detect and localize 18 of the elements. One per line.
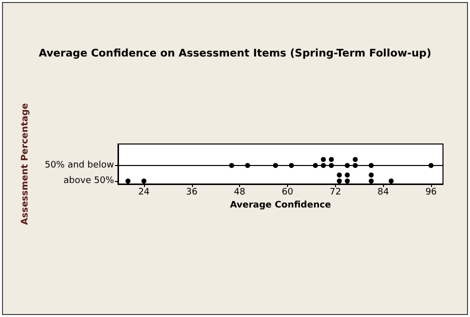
point: [336, 178, 342, 184]
x-tick-label: 24: [138, 188, 150, 198]
point: [368, 178, 374, 184]
x-tick-label: 48: [234, 188, 246, 198]
y-axis-title: Assessment Percentage: [20, 103, 30, 225]
chart-title: Average Confidence on Assessment Items (Spring-Term Follow-up): [38, 48, 432, 60]
y-tick-label: above 50%: [64, 176, 114, 186]
point: [125, 178, 130, 184]
x-tick-label: 36: [186, 188, 198, 198]
x-tick-label: 60: [282, 188, 294, 198]
point: [388, 178, 394, 184]
x-tick-label: 84: [377, 188, 390, 198]
point: [141, 178, 146, 184]
y-tick-label: 50% and below: [44, 160, 114, 170]
x-tick-label: 72: [330, 188, 342, 198]
point: [344, 178, 350, 184]
x-tick-label: 96: [425, 188, 438, 198]
x-axis-title: Average Confidence: [230, 200, 332, 210]
